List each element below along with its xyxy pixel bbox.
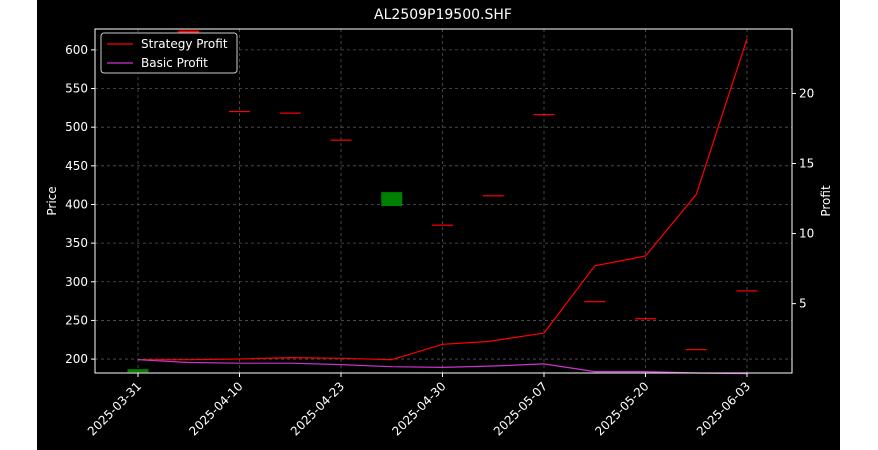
y-axis-label-right: Profit <box>819 185 833 217</box>
plot-area <box>95 29 792 373</box>
legend-basic-label: Basic Profit <box>141 56 208 70</box>
y-right-tick-label: 10 <box>799 227 814 241</box>
candle-body <box>584 301 606 303</box>
legend-box <box>100 32 238 74</box>
y-right-tick-label: 5 <box>799 297 807 311</box>
candle-body <box>736 290 758 292</box>
candle-body <box>330 139 352 141</box>
candle-body <box>685 349 707 351</box>
candle-body <box>482 195 504 197</box>
y-left-tick-label: 350 <box>65 236 88 250</box>
candle-body <box>635 318 656 320</box>
plot-frame <box>94 28 793 374</box>
y-axis-label-left: Price <box>45 186 59 215</box>
y-right-tick-label: 20 <box>799 86 814 100</box>
y-right-tick-label: 15 <box>799 157 814 171</box>
y-left-tick-label: 250 <box>65 313 88 327</box>
legend: Strategy Profit Basic Profit <box>100 32 238 74</box>
strategy-profit-line <box>138 38 748 361</box>
y-left-tick-label: 600 <box>65 43 88 57</box>
y-left-tick-label: 400 <box>65 197 88 211</box>
y-left-tick-label: 200 <box>65 352 88 366</box>
candle-body <box>279 112 301 114</box>
y-left-tick-label: 550 <box>65 82 88 96</box>
candle-body <box>229 110 250 113</box>
y-left-tick-label: 300 <box>65 275 88 289</box>
legend-strategy-label: Strategy Profit <box>141 37 228 51</box>
y-left-tick-label: 450 <box>65 159 88 173</box>
y-left-tick-label: 500 <box>65 120 88 134</box>
candle-body <box>533 114 555 116</box>
candle-body <box>127 369 149 373</box>
chart-title: AL2509P19500.SHF <box>374 7 512 23</box>
profit-lines <box>137 38 748 375</box>
basic-profit-line <box>137 359 748 375</box>
candle-body <box>381 192 403 207</box>
candle-body <box>432 224 453 226</box>
